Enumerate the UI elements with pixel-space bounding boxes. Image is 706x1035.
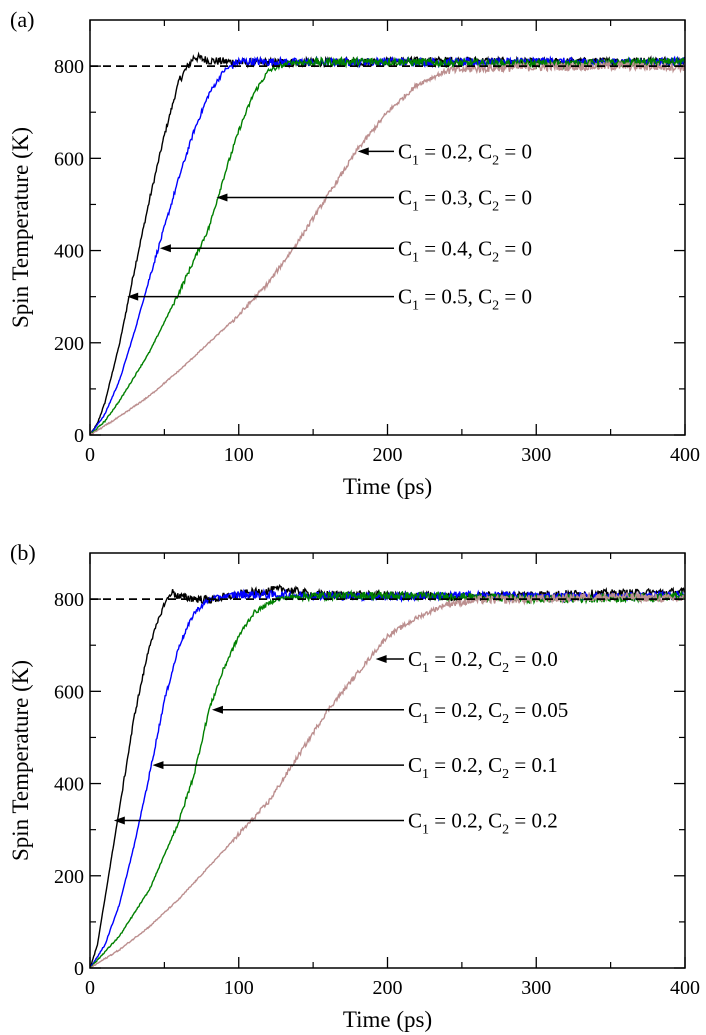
x-tick-label: 400 (670, 444, 700, 466)
annotation-label-1: C1 = 0.2, C2 = 0 (398, 139, 532, 168)
series-line-2 (90, 588, 685, 968)
x-tick-label: 100 (224, 977, 254, 999)
annotation-label-4: C1 = 0.5, C2 = 0 (398, 285, 532, 314)
annotation-label-3: C1 = 0.2, C2 = 0.1 (408, 753, 558, 782)
series-group (90, 51, 685, 435)
y-tick-label: 400 (54, 774, 84, 796)
x-tick-label: 0 (85, 444, 95, 466)
x-tick-label: 400 (670, 977, 700, 999)
series-line-4 (90, 590, 685, 968)
x-axis-label: Time (ps) (343, 1007, 432, 1032)
annotation-label-4: C1 = 0.2, C2 = 0.2 (408, 808, 558, 837)
annotation-arrow-head (113, 816, 125, 825)
series-line-3 (90, 55, 685, 435)
y-tick-label: 800 (54, 56, 84, 78)
y-tick-label: 600 (54, 148, 84, 170)
annotation-arrow-head (152, 761, 164, 770)
y-tick-label: 0 (74, 425, 84, 447)
annotation-arrow-head (159, 244, 171, 253)
annotation-arrow-head (357, 147, 369, 156)
panel-label: (a) (10, 7, 34, 32)
annotation-arrow-head (216, 193, 228, 202)
series-line-2 (90, 55, 685, 435)
panel-label: (b) (10, 540, 36, 565)
annotation-label-2: C1 = 0.3, C2 = 0 (398, 186, 532, 215)
x-tick-label: 200 (373, 977, 403, 999)
y-axis-label: Spin Temperature (K) (8, 127, 33, 328)
y-tick-label: 200 (54, 866, 84, 888)
y-tick-label: 800 (54, 589, 84, 611)
x-tick-label: 0 (85, 977, 95, 999)
x-tick-label: 200 (373, 444, 403, 466)
series-line-1 (90, 583, 685, 968)
y-tick-label: 0 (74, 958, 84, 980)
x-tick-label: 100 (224, 444, 254, 466)
plot-frame (89, 19, 686, 436)
y-axis-label: Spin Temperature (K) (8, 660, 33, 861)
x-axis-label: Time (ps) (343, 474, 432, 499)
panel-a: (a) 0 100 200 300 400 0 200 400 600 800 Time (ps) Sp… (8, 7, 700, 499)
annotation-label-1: C1 = 0.2, C2 = 0.0 (408, 647, 558, 676)
annotation-label-2: C1 = 0.2, C2 = 0.05 (408, 698, 568, 727)
plot-frame (89, 552, 686, 969)
annotation-arrow-head (127, 292, 139, 301)
y-tick-label: 600 (54, 681, 84, 703)
y-tick-label: 400 (54, 241, 84, 263)
panel-b: (b) 0 100 200 300 400 0 200 400 600 800 Time (ps) Sp… (8, 540, 700, 1032)
annotation-label-3: C1 = 0.4, C2 = 0 (398, 236, 532, 265)
annotation-arrow-head (211, 705, 223, 714)
x-tick-label: 300 (521, 444, 551, 466)
series-group (90, 583, 685, 968)
annotation-arrow-head (375, 655, 387, 664)
x-tick-label: 300 (521, 977, 551, 999)
y-tick-label: 200 (54, 333, 84, 355)
